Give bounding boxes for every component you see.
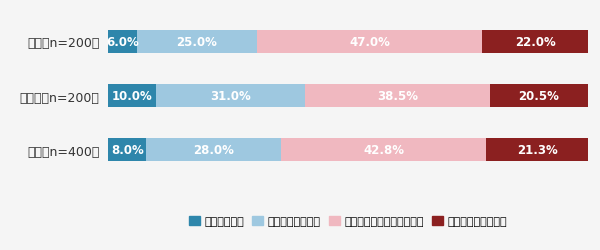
Text: 25.0%: 25.0% (176, 36, 217, 49)
Text: 38.5%: 38.5% (377, 90, 418, 103)
Bar (146, 139, 281, 162)
Bar (305, 85, 490, 108)
Bar (108, 85, 156, 108)
Bar (482, 31, 588, 54)
Text: 28.0%: 28.0% (193, 144, 234, 157)
Text: 31.0%: 31.0% (210, 90, 251, 103)
Text: 42.8%: 42.8% (363, 144, 404, 157)
Text: 47.0%: 47.0% (349, 36, 390, 49)
Text: 8.0%: 8.0% (111, 144, 143, 157)
Bar (281, 139, 486, 162)
Bar (108, 139, 146, 162)
Text: 6.0%: 6.0% (106, 36, 139, 49)
Bar (486, 139, 589, 162)
Text: 10.0%: 10.0% (112, 90, 152, 103)
Text: 21.3%: 21.3% (517, 144, 558, 157)
Text: 22.0%: 22.0% (515, 36, 556, 49)
Legend: 十分だと思う, やや十分だと思う, あまり十分だとは思わない, 十分だとは思わない: 十分だと思う, やや十分だと思う, あまり十分だとは思わない, 十分だとは思わな… (189, 216, 507, 226)
Bar (490, 85, 588, 108)
Bar (137, 31, 257, 54)
Bar (257, 31, 482, 54)
Bar (156, 85, 305, 108)
Text: 20.5%: 20.5% (518, 90, 559, 103)
Bar (108, 31, 137, 54)
